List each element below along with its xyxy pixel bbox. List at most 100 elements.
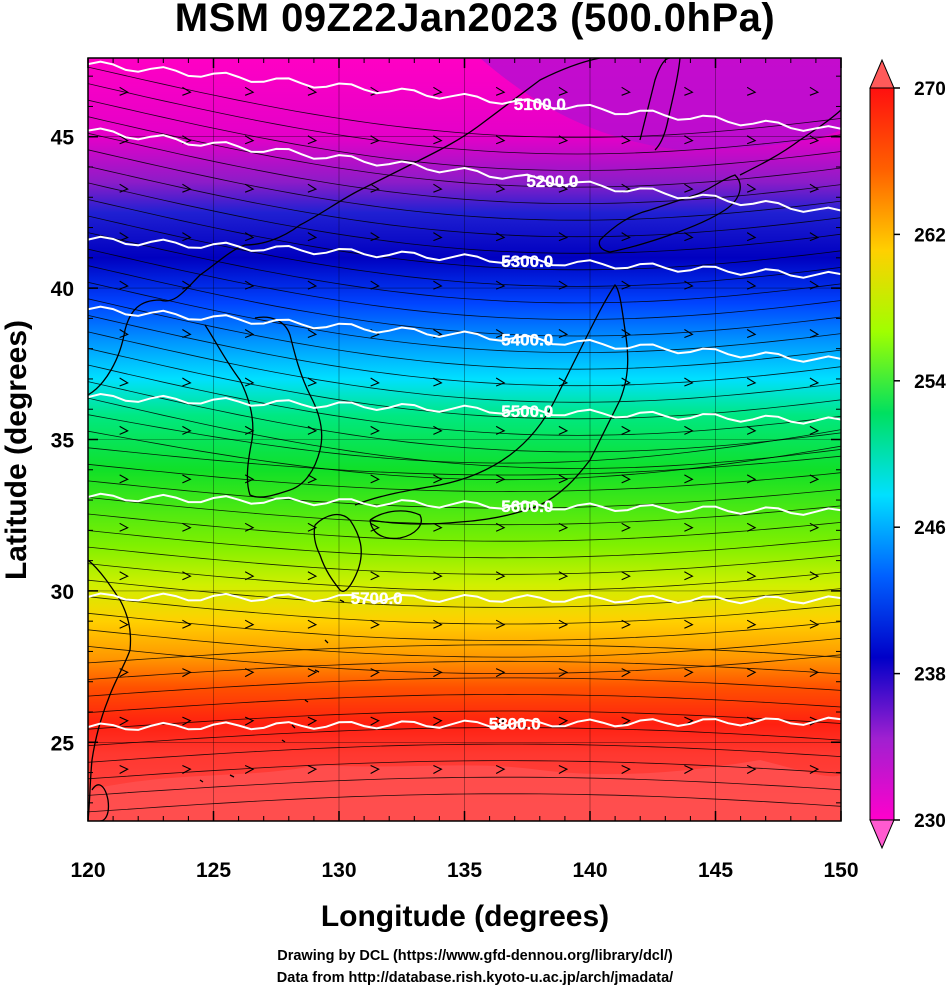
wind-arrow (370, 135, 380, 145)
wind-arrow (244, 474, 255, 484)
wind-arrow (119, 474, 129, 484)
wind-arrow (307, 425, 318, 435)
streamline (88, 644, 841, 664)
height-contour-label: 5500.0 (501, 402, 553, 421)
streamline (88, 381, 841, 453)
wind-arrow (495, 619, 506, 629)
wind-arrow (495, 135, 506, 145)
height-contour-label: 5700.0 (351, 589, 403, 608)
wind-arrow (244, 765, 255, 775)
coastline-shikoku (369, 510, 422, 540)
height-contour-line (88, 235, 841, 279)
wind-arrow (621, 668, 631, 678)
wind-arrow (307, 135, 318, 145)
wind-arrow (433, 765, 443, 775)
wind-arrow (746, 522, 757, 532)
wind-arrow (495, 522, 506, 532)
streamline (88, 348, 841, 420)
wind-arrow (307, 377, 318, 387)
wind-arrow (621, 280, 631, 290)
colorbar-tick-label: 238 (914, 665, 946, 686)
streamline (88, 727, 841, 747)
wind-arrow (244, 135, 255, 145)
wind-arrow (307, 571, 318, 581)
streamline (88, 166, 841, 238)
streamline (88, 546, 841, 575)
wind-arrow (182, 474, 192, 484)
streamline (88, 660, 841, 680)
wind-arrow (809, 377, 820, 387)
wind-arrow (119, 183, 129, 193)
streamline (88, 710, 841, 730)
wind-arrow (370, 232, 380, 242)
wind-arrow (809, 474, 820, 484)
wind-arrow (370, 716, 380, 726)
wind-arrow (558, 571, 569, 581)
height-contours: 5100.0 5200.0 5300.0 5400.0 5500.0 5600.0 5700… (88, 60, 841, 734)
wind-arrow (746, 571, 757, 581)
height-contour-label: 5200.0 (526, 172, 578, 191)
wind-arrow (809, 280, 820, 290)
wind-arrow (495, 716, 506, 726)
coastline-kyushu (313, 513, 362, 592)
wind-arrow (746, 329, 757, 339)
wind-arrow (684, 280, 694, 290)
wind-arrow (621, 329, 631, 339)
x-tick-label: 135 (447, 859, 482, 882)
wind-arrow (307, 765, 318, 775)
wind-arrow (558, 765, 569, 775)
wind-arrow (182, 765, 192, 775)
wind-arrow (244, 668, 255, 678)
wind-arrow (558, 135, 569, 145)
wind-arrow (433, 716, 443, 726)
wind-arrow (307, 668, 318, 678)
wind-arrow (746, 765, 757, 775)
wind-arrow (307, 619, 318, 629)
streamline (88, 693, 841, 713)
wind-arrow (684, 619, 694, 629)
wind-arrow (119, 377, 129, 387)
wind-arrow (746, 474, 757, 484)
wind-arrow (621, 619, 631, 629)
streamline (88, 116, 841, 188)
wind-arrow (684, 232, 694, 242)
wind-arrow (182, 619, 192, 629)
wind-arrow (684, 765, 694, 775)
streamline (88, 530, 841, 559)
wind-arrow (684, 522, 694, 532)
wind-arrow (809, 135, 820, 145)
wind-arrow (119, 619, 129, 629)
wind-arrow (307, 86, 318, 96)
wind-arrow (621, 765, 631, 775)
wind-arrow (433, 86, 443, 96)
wind-arrow (684, 474, 694, 484)
wind-arrow (433, 232, 443, 242)
streamline (88, 776, 841, 796)
wind-arrow (809, 571, 820, 581)
wind-arrow (182, 86, 192, 96)
wind-arrow (621, 716, 631, 726)
wind-arrow (621, 377, 631, 387)
plot-title: MSM 09Z22Jan2023 (500.0hPa) (174, 0, 776, 40)
wind-arrow (119, 232, 129, 242)
wind-arrow (746, 280, 757, 290)
wind-arrow (684, 668, 694, 678)
wind-arrow (621, 86, 631, 96)
wind-arrow (370, 425, 380, 435)
wind-arrow (621, 232, 631, 242)
x-axis-label: Longitude (degrees) (321, 900, 609, 933)
streamline (88, 298, 841, 370)
wind-arrow (119, 329, 129, 339)
wind-arrow (495, 232, 506, 242)
wind-arrow (746, 619, 757, 629)
wind-arrow (370, 474, 380, 484)
wind-arrow (495, 765, 506, 775)
graticule-lines (88, 58, 841, 821)
wind-arrow (433, 474, 443, 484)
wind-arrow (119, 716, 129, 726)
height-contour-line (88, 592, 841, 605)
coastline-china (88, 58, 601, 396)
wind-arrow (621, 474, 631, 484)
streamline (88, 248, 841, 320)
streamline (88, 149, 841, 221)
